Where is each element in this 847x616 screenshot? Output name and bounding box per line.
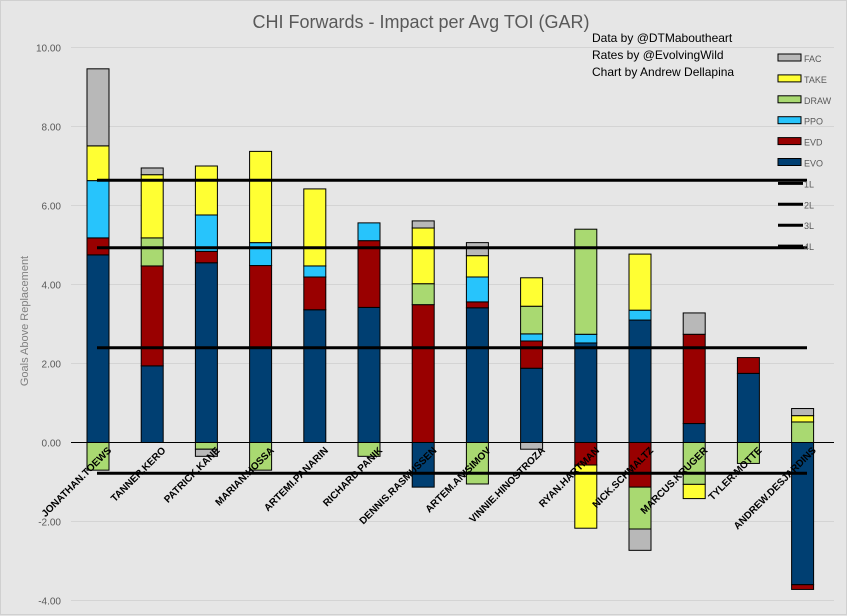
x-tick-label: MARIAN.HOSSA	[214, 445, 277, 508]
bar-segment-take	[465, 255, 489, 278]
bar-segment-fac	[682, 312, 706, 335]
legend-swatch-evd	[777, 137, 802, 146]
legend-label-fac: FAC	[804, 54, 822, 64]
bar-segment-evd	[411, 304, 435, 443]
bar-segment-evd	[465, 301, 489, 309]
credits: Data by @DTMaboutheart Rates by @Evolvin…	[592, 31, 734, 79]
bar-segment-fac	[140, 167, 164, 176]
bar-segment-take	[682, 483, 706, 500]
bar-segment-evo	[465, 307, 489, 443]
credit-rates: Rates by @EvolvingWild	[592, 48, 724, 62]
bar-segment-evo	[574, 342, 598, 443]
bar-segment-fac	[194, 448, 218, 457]
y-tick-label: 10.00	[36, 44, 61, 55]
bar-segment-take	[249, 150, 273, 244]
bar-segment-fac	[411, 220, 435, 229]
bar-segment-fac	[86, 68, 110, 147]
y-axis-label: Goals Above Replacement	[19, 256, 31, 386]
bar-segment-evo	[520, 367, 544, 443]
legend-label-take: TAKE	[804, 75, 827, 85]
y-tick-label: -4.00	[38, 597, 61, 608]
bar-segment-draw	[140, 237, 164, 267]
bar-segment-take	[791, 415, 815, 423]
bar-segment-ppo	[86, 180, 110, 239]
bar-segment-ppo	[194, 214, 218, 252]
bar-segment-evd	[791, 584, 815, 590]
bar-segment-take	[520, 277, 544, 307]
bar-segment-ppo	[357, 222, 381, 242]
legend-label-4l: 4L	[804, 242, 814, 252]
x-tick-label: JONATHAN.TOEWS	[40, 445, 115, 520]
y-tick-label: 6.00	[42, 202, 62, 213]
legend-label-draw: DRAW	[804, 96, 832, 106]
bar-segment-evd	[736, 357, 760, 374]
y-tick-label: 0.00	[42, 439, 62, 450]
bar-segment-take	[574, 464, 598, 529]
bar-segment-ppo	[303, 265, 327, 278]
bar-segment-evo	[249, 346, 273, 443]
legend-label-evd: EVD	[804, 138, 823, 148]
y-tick-label: 4.00	[42, 281, 62, 292]
legend-swatch-fac	[777, 53, 802, 62]
legend-label-evo: EVO	[804, 159, 823, 169]
bar-segment-ppo	[465, 276, 489, 303]
bar-segment-evo	[736, 372, 760, 443]
bars	[86, 68, 815, 590]
bar-segment-fac	[791, 408, 815, 417]
y-tick-label: 8.00	[42, 123, 62, 134]
bar-segment-take	[411, 227, 435, 285]
chart-title: CHI Forwards - Impact per Avg TOI (GAR)	[252, 12, 589, 32]
bar-segment-evd	[140, 265, 164, 367]
bar-segment-take	[140, 174, 164, 239]
bar-segment-take	[303, 188, 327, 267]
bar-segment-draw	[574, 228, 598, 335]
bar-segment-evd	[194, 250, 218, 264]
bar-segment-take	[628, 253, 652, 311]
legend-label-3l: 3L	[804, 221, 814, 231]
bar-segment-evd	[303, 276, 327, 311]
bar-segment-ppo	[249, 242, 273, 267]
bar-segment-ppo	[628, 309, 652, 321]
bar-segment-ppo	[574, 333, 598, 344]
bar-segment-evo	[140, 365, 164, 443]
bar-segment-evo	[194, 262, 218, 443]
bar-segment-take	[194, 165, 218, 216]
x-tick-label: TANNER.KERO	[109, 445, 168, 504]
bar-segment-evo	[682, 423, 706, 444]
bar-segment-evd	[357, 240, 381, 308]
x-tick-label: PATRICK.KANE	[162, 445, 222, 505]
bar-segment-draw	[520, 305, 544, 335]
y-tick-label: 2.00	[42, 360, 62, 371]
bar-segment-evd	[520, 340, 544, 369]
legend-swatch-ppo	[777, 116, 802, 125]
legend-swatch-draw	[777, 95, 802, 104]
bar-segment-evo	[303, 309, 327, 443]
gridlines	[71, 47, 834, 601]
legend: FAC TAKE DRAW PPO EVD EVO 1L 2L 3L 4L	[777, 53, 832, 252]
bar-segment-take	[86, 145, 110, 182]
bar-segment-draw	[411, 283, 435, 306]
bar-segment-ppo	[520, 333, 544, 342]
bar-segment-fac	[628, 528, 652, 551]
legend-label-ppo: PPO	[804, 117, 823, 127]
legend-label-2l: 2L	[804, 200, 814, 210]
credit-data: Data by @DTMaboutheart	[592, 31, 733, 45]
legend-label-1l: 1L	[804, 179, 814, 189]
y-axis-ticks: -4.00 -2.00 0.00 2.00 4.00 6.00 8.00 10.00	[36, 44, 61, 608]
bar-segment-evd	[249, 265, 273, 348]
reference-lines	[97, 178, 807, 475]
bar-segment-evo	[357, 306, 381, 443]
y-tick-label: -2.00	[38, 518, 61, 529]
credit-chart: Chart by Andrew Dellapina	[592, 65, 734, 79]
bar-segment-evo	[628, 319, 652, 443]
legend-swatch-take	[777, 74, 802, 83]
bar-segment-draw	[791, 421, 815, 443]
legend-swatch-evo	[777, 158, 802, 166]
